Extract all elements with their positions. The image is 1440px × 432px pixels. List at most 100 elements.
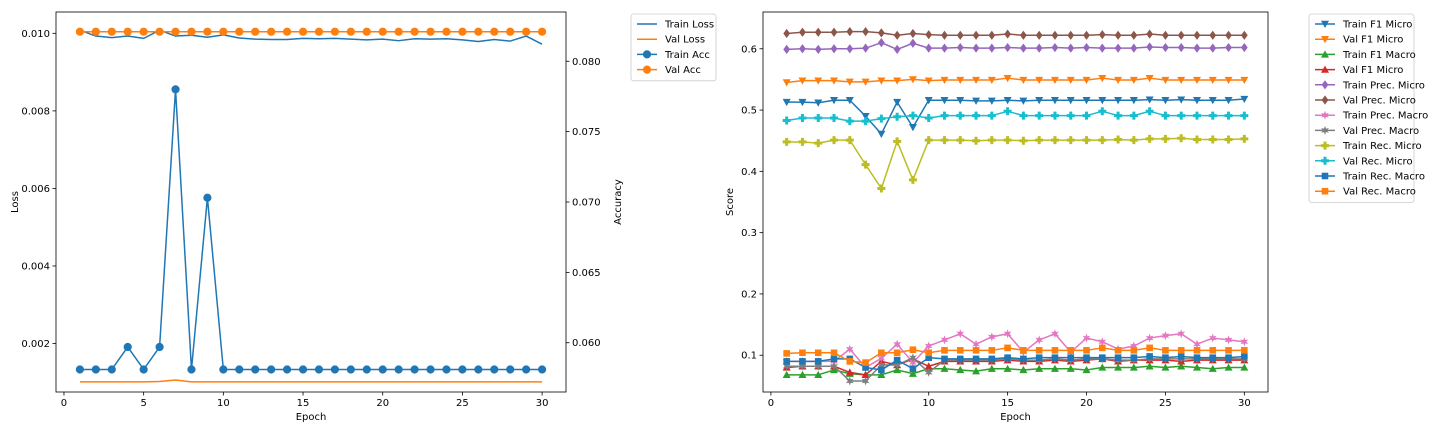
data-point	[187, 27, 196, 36]
data-point	[1098, 363, 1107, 371]
data-point	[1035, 111, 1044, 120]
data-point	[861, 376, 870, 386]
data-point	[1192, 135, 1201, 144]
data-point	[1003, 97, 1012, 105]
data-point	[1035, 97, 1044, 105]
data-point	[267, 27, 276, 36]
data-point	[862, 359, 869, 366]
data-point	[877, 38, 885, 48]
data-point	[814, 370, 823, 379]
legend-label: Val F1 Micro	[1343, 65, 1403, 76]
data-point	[1129, 136, 1138, 145]
data-point	[1145, 74, 1154, 83]
data-point	[203, 193, 212, 202]
data-point	[987, 364, 996, 372]
data-point	[1019, 136, 1028, 145]
data-point	[956, 136, 965, 145]
data-point	[1240, 95, 1249, 104]
y-tick-label: 0.3	[741, 228, 757, 239]
data-point	[1004, 354, 1011, 361]
data-point	[893, 44, 901, 54]
data-point	[972, 136, 981, 145]
y-tick-label: 0.004	[21, 261, 50, 272]
series-train-prec-micro	[783, 38, 1248, 54]
data-point	[940, 136, 949, 145]
data-point	[799, 27, 806, 37]
data-point	[1004, 42, 1012, 53]
data-point	[1035, 30, 1043, 40]
data-point	[846, 358, 854, 365]
plot-frame	[55, 11, 567, 393]
y-tick-label: 0.008	[21, 106, 50, 117]
y-tick-label: 0.1	[741, 351, 757, 362]
data-point	[908, 124, 917, 132]
data-point	[909, 353, 917, 363]
data-point	[506, 365, 515, 374]
legend-swatch-marker	[1321, 36, 1329, 44]
data-point	[830, 361, 838, 371]
data-point	[956, 76, 965, 85]
data-point	[235, 365, 244, 374]
data-point	[506, 27, 515, 36]
data-point	[282, 365, 292, 374]
data-point	[814, 349, 822, 357]
data-point	[877, 28, 885, 38]
series-line-val-loss	[79, 379, 543, 383]
data-point	[1098, 344, 1106, 352]
data-point	[1240, 134, 1249, 143]
data-point	[1035, 354, 1043, 361]
data-point	[799, 358, 806, 365]
data-point	[187, 365, 196, 374]
series-line-val-prec-micro	[786, 30, 1245, 37]
data-point	[1192, 363, 1201, 371]
series-val-rec-micro	[782, 107, 1249, 126]
legend-swatch-marker	[1321, 141, 1329, 150]
data-point	[846, 44, 854, 54]
data-point	[1192, 111, 1201, 120]
data-point	[1098, 107, 1107, 116]
data-point	[1177, 42, 1185, 53]
series-line-train-prec-micro	[786, 41, 1245, 51]
data-point	[1162, 347, 1169, 354]
data-point	[877, 184, 886, 193]
data-point	[1098, 97, 1107, 105]
data-point	[1224, 363, 1233, 371]
data-point	[845, 376, 854, 386]
data-point	[1019, 30, 1027, 40]
data-point	[941, 347, 948, 354]
data-point	[861, 112, 870, 121]
data-point	[1082, 333, 1091, 343]
legend-item-train-f1-macro: Train F1 Macro	[1315, 50, 1416, 61]
data-point	[956, 42, 964, 53]
data-point	[1161, 363, 1170, 371]
data-point	[972, 111, 981, 120]
data-point	[378, 365, 387, 374]
data-point	[410, 27, 419, 36]
data-point	[798, 370, 807, 379]
data-point	[1129, 111, 1138, 120]
data-point	[972, 367, 981, 375]
data-point	[783, 358, 790, 365]
series-val-rec-macro	[783, 344, 1248, 366]
data-point	[1082, 111, 1091, 120]
data-point	[845, 344, 854, 354]
data-point	[893, 356, 901, 364]
legend-item-train-acc: Train Acc	[637, 50, 710, 61]
data-point	[1019, 111, 1028, 120]
data-point	[298, 27, 308, 36]
x-tick-label: 15	[1001, 398, 1014, 409]
data-point	[987, 332, 996, 342]
data-point	[1067, 354, 1075, 361]
data-point	[1051, 354, 1059, 361]
legend-label: Val Rec. Macro	[1343, 187, 1416, 198]
data-point	[1114, 43, 1122, 53]
data-point	[909, 38, 917, 48]
data-point	[893, 365, 902, 374]
legend-swatch-marker	[1321, 172, 1329, 180]
data-point	[861, 117, 870, 126]
y-tick-label: 0.2	[741, 289, 757, 300]
data-point	[878, 349, 885, 357]
data-point	[1129, 363, 1138, 371]
data-point	[1020, 347, 1027, 354]
data-point	[1004, 29, 1012, 39]
